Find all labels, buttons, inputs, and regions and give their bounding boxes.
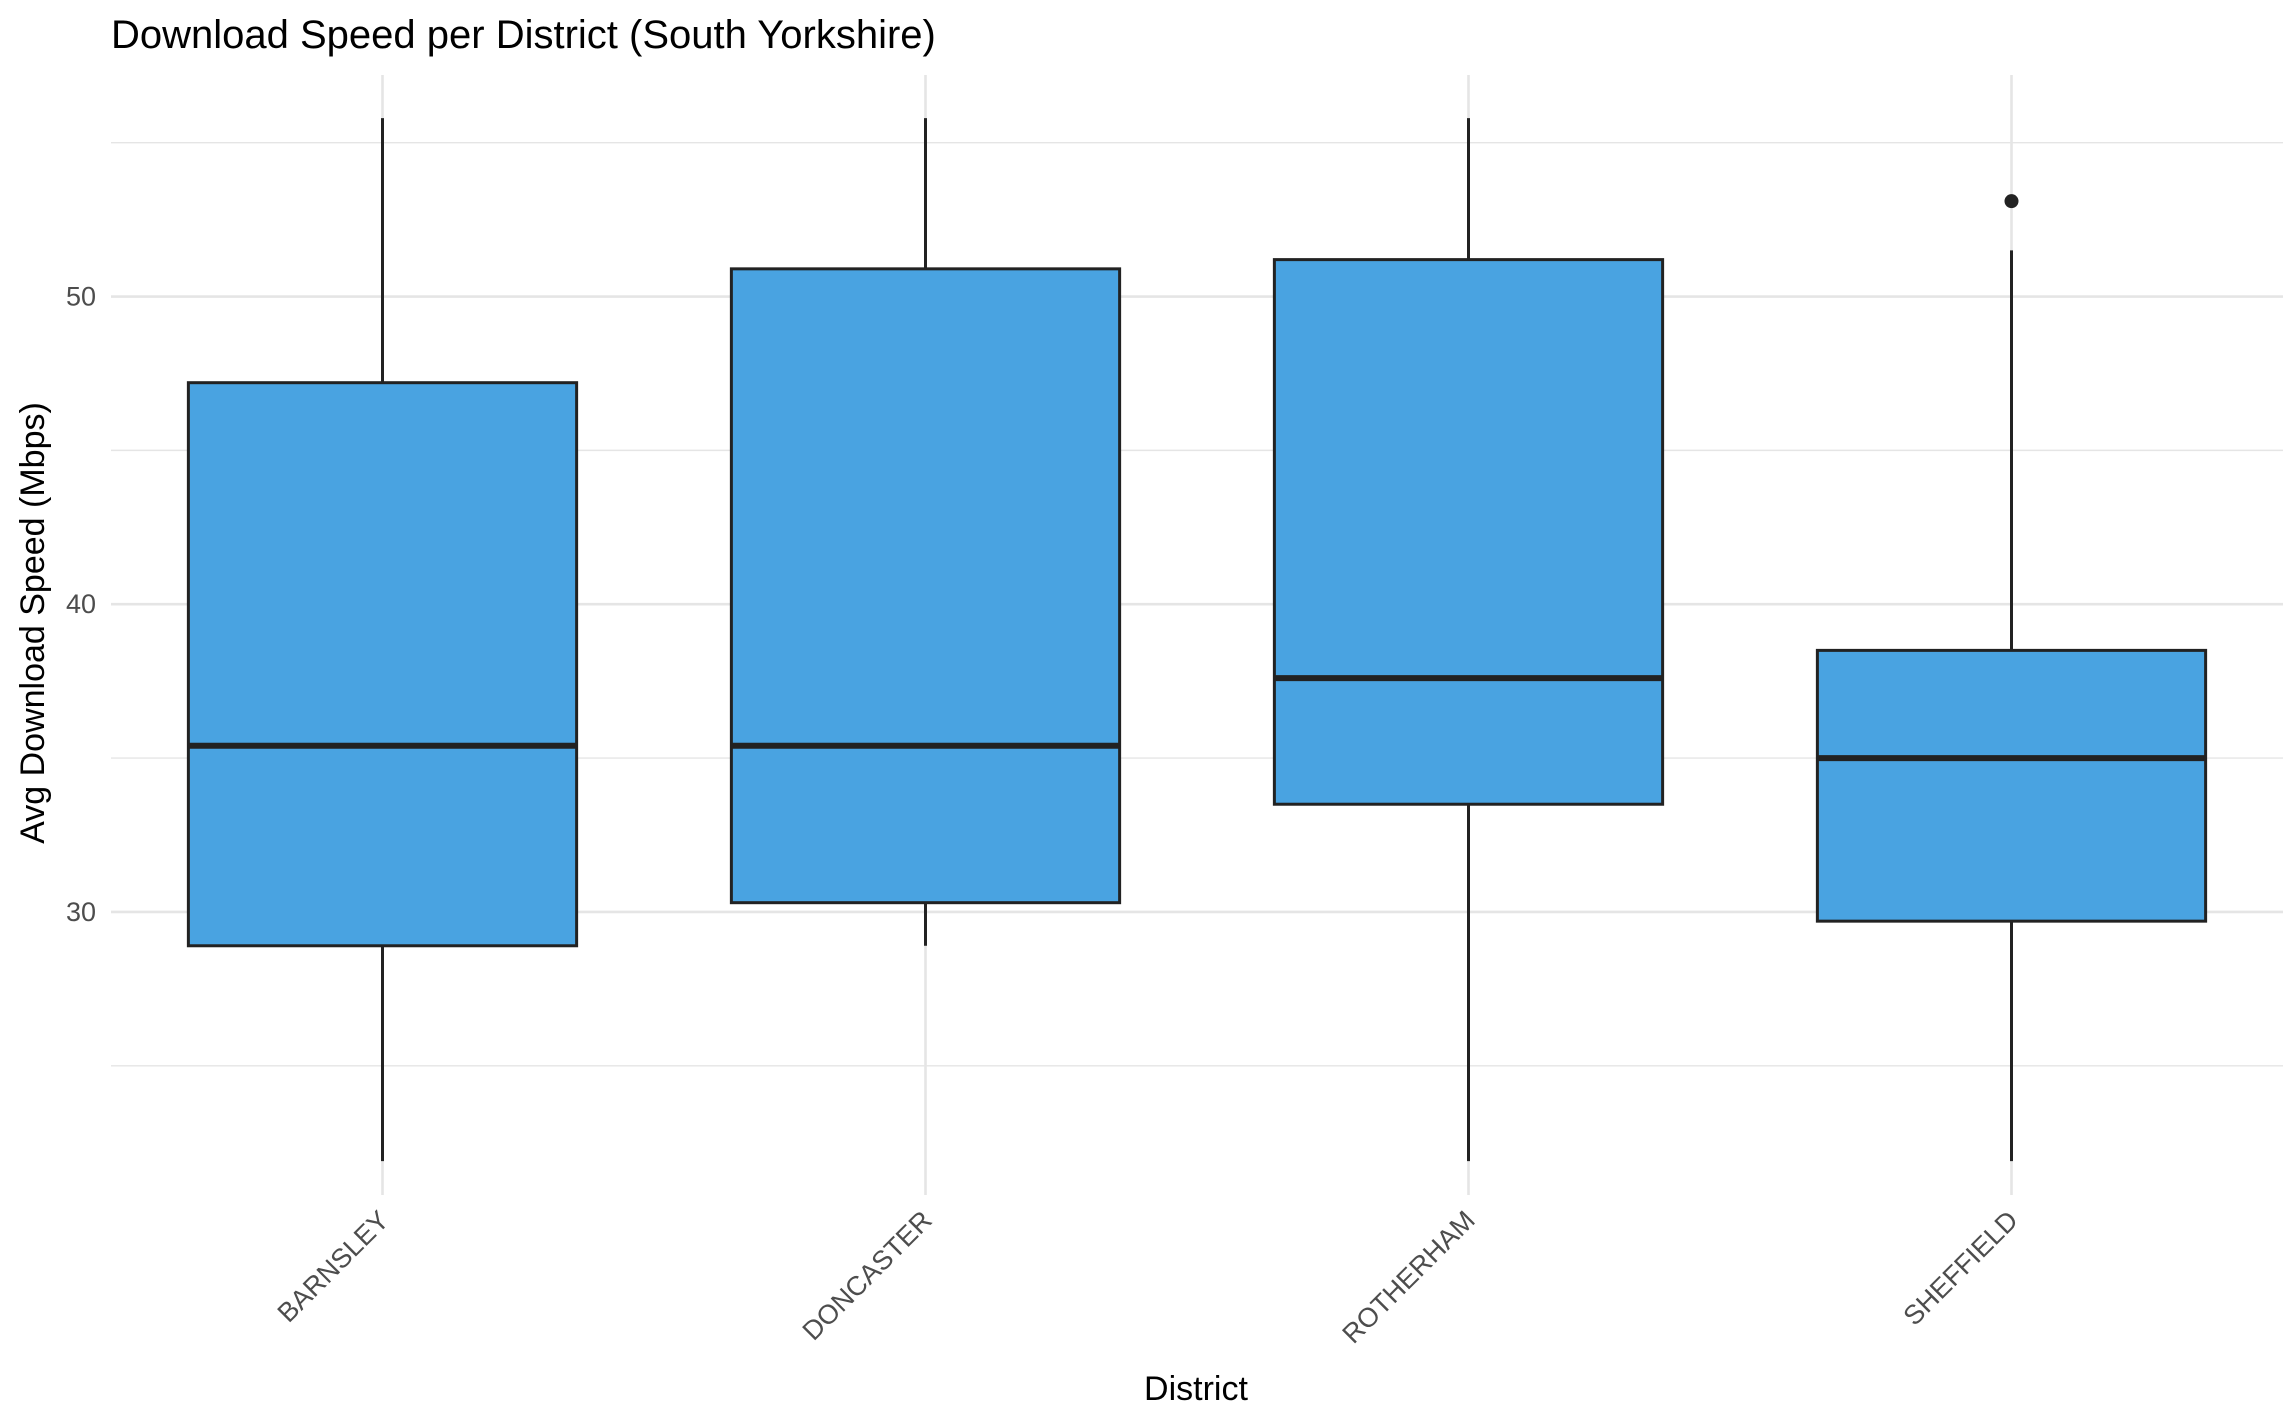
outlier-point — [2004, 194, 2019, 209]
iqr-box — [186, 381, 579, 948]
box-rotherham — [1272, 118, 1665, 1162]
x-tick-label: SHEFFIELD — [1898, 1205, 2024, 1331]
chart-title: Download Speed per District (South Yorks… — [111, 13, 936, 57]
box-doncaster — [729, 118, 1122, 946]
x-tick-label: ROTHERHAM — [1336, 1205, 1480, 1349]
y-tick-label: 30 — [66, 897, 96, 927]
y-axis-ticks: 30 40 50 — [66, 282, 96, 927]
x-tick-label: BARNSLEY — [272, 1205, 395, 1328]
x-axis-title: District — [1144, 1370, 1248, 1408]
iqr-box — [1272, 258, 1665, 806]
y-tick-label: 40 — [66, 589, 96, 619]
iqr-box — [729, 267, 1122, 905]
box-sheffield — [1815, 194, 2208, 1162]
iqr-box — [1815, 648, 2208, 923]
box-barnsley — [186, 118, 579, 1162]
y-tick-label: 50 — [66, 282, 96, 312]
x-axis-ticks: BARNSLEY DONCASTER ROTHERHAM SHEFFIELD — [272, 1205, 2024, 1349]
boxes — [186, 118, 2208, 1162]
y-axis-title: Avg Download Speed (Mbps) — [14, 402, 52, 844]
x-tick-label: DONCASTER — [797, 1205, 938, 1346]
